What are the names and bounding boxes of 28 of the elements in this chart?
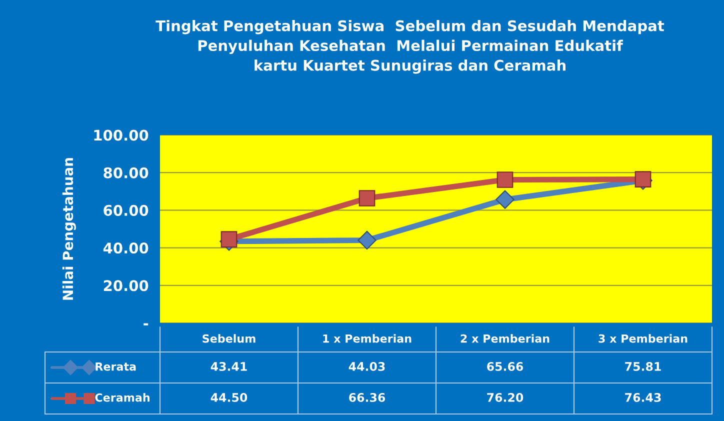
chart-title: Tingkat Pengetahuan Siswa Sebelum dan Sesudah Mendapat Penyuluhan Kesehatan Melalui Permainan Edukatif kartu Kuartet Sunugiras dan Ceramah (156, 20, 664, 74)
legend-label: Rerata (96, 362, 136, 371)
y-axis-title: Nilai Pengetahuan (62, 158, 76, 300)
point (358, 190, 376, 206)
data-label: 75.81 (625, 362, 661, 371)
point (496, 172, 514, 188)
data-label: 76.43 (625, 392, 661, 402)
data-label: 44.03 (348, 362, 385, 371)
point (220, 231, 238, 248)
data-label: 43.41 (210, 362, 247, 371)
x-tick-label: Sebelum (202, 334, 256, 343)
legend-label: Ceramah (95, 393, 150, 402)
y-tick-label: 100.00 (94, 130, 148, 141)
x-tick-label: 2 x Pemberian (460, 334, 550, 343)
x-tick-label: 3 x Pemberian (598, 334, 688, 343)
data-label: 65.66 (487, 362, 524, 371)
x-tick-label: 1 x Pemberian (323, 334, 412, 343)
y-tick-label: 20.00 (104, 280, 148, 292)
y-tick-label: 40.00 (103, 242, 148, 254)
data-label: 66.36 (349, 392, 386, 402)
point (358, 230, 376, 250)
data-label: 44.50 (210, 392, 248, 402)
point (634, 171, 652, 188)
y-tick-label: 80.00 (104, 167, 148, 178)
y-tick-label: - (144, 323, 148, 326)
data-label: 76.20 (487, 392, 524, 402)
point (496, 190, 514, 209)
y-tick-label: 60.00 (104, 204, 148, 216)
